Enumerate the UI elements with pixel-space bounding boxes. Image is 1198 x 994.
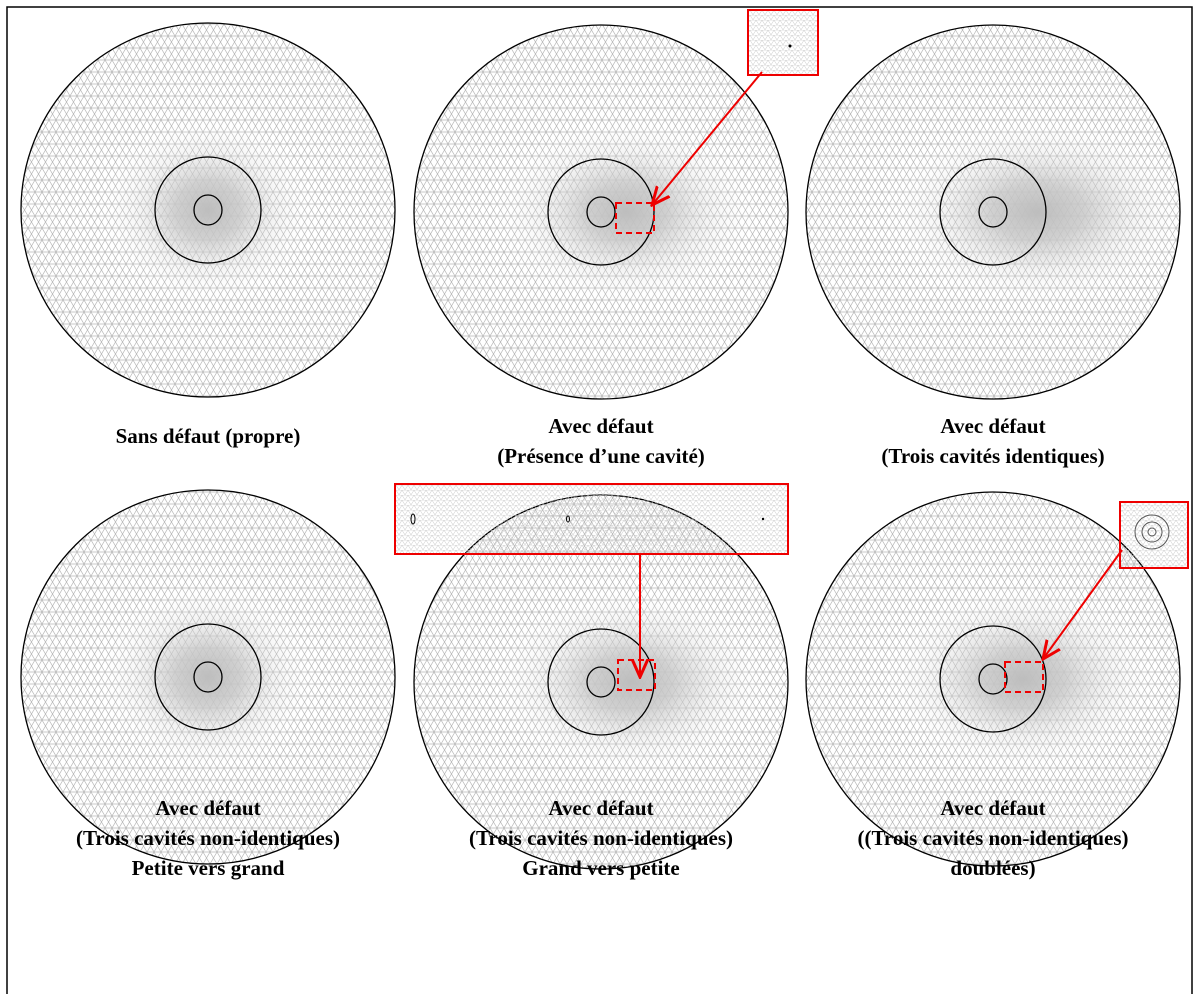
mesh-refinement xyxy=(491,587,771,777)
panels: Sans défaut (propre) Avec défaut (Présence… xyxy=(21,23,1193,880)
mesh-refinement xyxy=(883,584,1163,774)
caption: (Trois cavités non-identiques) xyxy=(76,826,340,850)
inset xyxy=(395,484,788,554)
inset-cavity xyxy=(762,518,764,520)
mesh-panel: Sans défaut (propre) xyxy=(21,23,395,448)
caption: Avec défaut xyxy=(548,414,653,438)
inset xyxy=(748,10,818,75)
caption: Petite vers grand xyxy=(132,856,285,880)
mesh-panel: Avec défaut (Trois cavités identiques) xyxy=(806,25,1193,468)
caption: Grand vers petite xyxy=(522,856,679,880)
figure: Sans défaut (propre) Avec défaut (Présence… xyxy=(0,0,1198,994)
caption: doublées) xyxy=(950,856,1035,880)
inset-cavity xyxy=(789,45,792,48)
caption: (Trois cavités non-identiques) xyxy=(469,826,733,850)
caption: Sans défaut (propre) xyxy=(116,424,301,448)
caption: (Trois cavités identiques) xyxy=(881,444,1104,468)
mesh-panel: Avec défaut (Présence d’une cavité) xyxy=(414,25,788,468)
caption: Avec défaut xyxy=(548,796,653,820)
mesh-panel: Avec défaut (Trois cavités non-identiques… xyxy=(21,490,395,880)
caption: Avec défaut xyxy=(155,796,260,820)
caption: (Présence d’une cavité) xyxy=(497,444,705,468)
caption: Avec défaut xyxy=(940,796,1045,820)
mesh-refinement xyxy=(491,117,761,307)
caption: Avec défaut xyxy=(940,414,1045,438)
caption: ((Trois cavités non-identiques) xyxy=(857,826,1128,850)
mesh-refinement xyxy=(98,582,318,772)
mesh-refinement xyxy=(883,117,1193,307)
mesh-refinement xyxy=(98,115,318,305)
